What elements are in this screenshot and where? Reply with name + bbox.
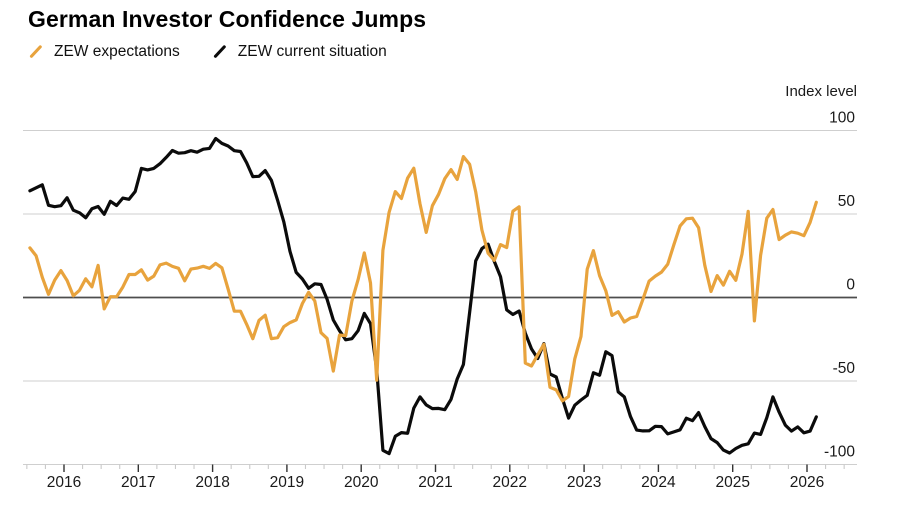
legend-label-current-situation: ZEW current situation <box>237 43 387 60</box>
x-tick-label: 2021 <box>418 474 452 491</box>
y-tick-label: 100 <box>829 110 855 127</box>
legend-item-expectations: ZEW expectations <box>28 43 180 61</box>
x-tick-label: 2020 <box>344 474 379 491</box>
y-tick-label: 50 <box>838 193 856 210</box>
chart-legend: ZEW expectations ZEW current situation <box>28 43 387 61</box>
x-tick-label: 2018 <box>195 474 229 491</box>
expectations-line <box>28 155 818 403</box>
y-tick-label: 0 <box>846 277 855 294</box>
x-tick-label: 2026 <box>790 474 824 491</box>
x-tick-labels: 2016 2017 2018 2019 2020 2021 2022 2023 2024 2025… <box>47 474 824 491</box>
y-tick-labels: 100 50 0 -50 -100 <box>824 110 855 461</box>
y-tick-label: -50 <box>833 360 856 377</box>
x-tick-label: 2017 <box>121 474 155 491</box>
x-tick-label: 2022 <box>493 474 527 491</box>
x-tick-label: 2024 <box>641 474 676 491</box>
y-axis-unit-label: Index level <box>785 83 857 100</box>
x-tick-label: 2019 <box>270 474 304 491</box>
y-tick-label: -100 <box>824 444 855 461</box>
x-tick-label: 2016 <box>47 474 81 491</box>
x-tick-label: 2025 <box>715 474 749 491</box>
x-axis-ticks <box>26 464 845 472</box>
y-gridlines <box>23 129 857 466</box>
legend-item-current-situation: ZEW current situation <box>212 43 387 61</box>
chart-title: German Investor Confidence Jumps <box>28 6 427 32</box>
x-tick-label: 2023 <box>567 474 601 491</box>
legend-label-expectations: ZEW expectations <box>54 43 180 60</box>
current-situation-line <box>28 136 818 456</box>
